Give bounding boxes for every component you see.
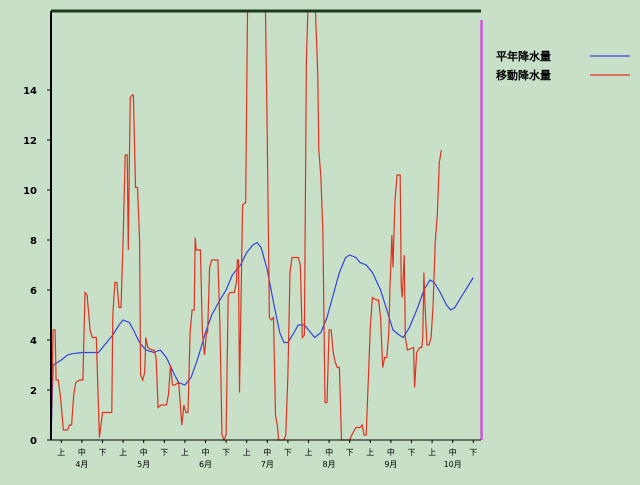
x-month-label: 4月 (75, 460, 88, 469)
x-period-label: 上 (243, 448, 251, 457)
x-period-label: 下 (160, 448, 168, 457)
x-month-label: 5月 (137, 460, 150, 469)
x-period-label: 中 (449, 447, 457, 457)
y-tick-label: 10 (23, 186, 37, 197)
x-period-label: 下 (284, 448, 292, 457)
x-period-label: 下 (408, 448, 416, 457)
y-tick-label: 4 (30, 336, 37, 347)
x-period-label: 中 (140, 447, 148, 457)
x-period-label: 上 (57, 448, 65, 457)
legend-label: 平年降水量 (496, 49, 551, 63)
x-period-label: 上 (119, 448, 127, 457)
y-tick-label: 0 (30, 436, 37, 447)
x-period-label: 中 (263, 447, 271, 457)
x-period-label: 下 (346, 448, 354, 457)
x-period-label: 下 (222, 448, 230, 457)
x-period-label: 中 (202, 447, 210, 457)
x-period-label: 上 (366, 448, 374, 457)
x-period-label: 下 (99, 448, 107, 457)
x-period-label: 中 (325, 447, 333, 457)
x-month-label: 8月 (323, 460, 336, 469)
x-period-label: 上 (181, 448, 189, 457)
x-month-label: 9月 (384, 460, 397, 469)
y-tick-label: 6 (30, 286, 37, 297)
x-period-label: 上 (428, 448, 436, 457)
axes: 0 2 4 6 8 10 12 14 上 中 下 上 中 下 上 中 下 上 中 下 上 中 下 上 中 下 上 中 下 4月 5月 6月 7月… (23, 9, 481, 469)
y-tick-label: 14 (23, 86, 37, 97)
x-month-label: 6月 (199, 460, 212, 469)
series-line-2 (51, 10, 442, 441)
x-period-label: 中 (78, 447, 86, 457)
legend-label: 移動降水量 (496, 68, 551, 82)
y-tick-label: 2 (30, 386, 37, 397)
series-line-1 (51, 241, 474, 441)
y-tick-label: 12 (23, 136, 37, 147)
plot-area (51, 10, 483, 441)
y-tick-label: 8 (30, 236, 37, 247)
x-period-label: 下 (469, 448, 477, 457)
x-period-label: 中 (387, 447, 395, 457)
x-period-label: 上 (305, 448, 313, 457)
x-month-label: 7月 (261, 460, 274, 469)
x-month-label: 10月 (444, 460, 462, 469)
